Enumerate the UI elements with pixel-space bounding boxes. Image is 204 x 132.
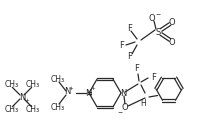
Text: CH₃: CH₃	[4, 105, 18, 114]
Text: −: −	[117, 110, 122, 114]
Text: +: +	[24, 98, 29, 103]
Text: N: N	[63, 88, 70, 96]
Text: O: O	[121, 103, 128, 112]
Text: CH₃: CH₃	[4, 80, 18, 89]
Text: F: F	[134, 63, 139, 72]
Text: CH₃: CH₃	[26, 80, 40, 89]
Text: F: F	[127, 51, 132, 60]
Text: −: −	[155, 11, 160, 16]
Text: CH₃: CH₃	[26, 105, 40, 114]
Text: F: F	[151, 72, 156, 81]
Text: +: +	[90, 86, 95, 91]
Text: N: N	[19, 93, 25, 102]
Text: +: +	[68, 86, 73, 91]
Text: N: N	[84, 88, 91, 98]
Text: F: F	[127, 23, 132, 32]
Text: S: S	[155, 27, 160, 37]
Text: CH₃: CH₃	[51, 74, 65, 84]
Text: H: H	[140, 100, 145, 109]
Text: F: F	[119, 41, 124, 50]
Text: O: O	[168, 18, 174, 27]
Text: CH₃: CH₃	[51, 103, 65, 112]
Text: O: O	[168, 37, 174, 46]
Text: N: N	[119, 88, 126, 98]
Text: O: O	[148, 13, 155, 22]
